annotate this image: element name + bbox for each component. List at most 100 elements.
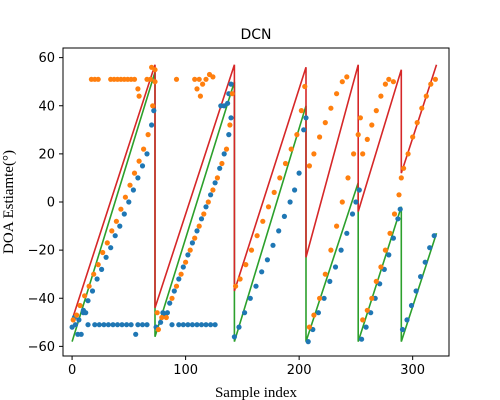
data-point-blue: [247, 295, 253, 301]
plot-area-frame: [62, 47, 450, 357]
data-point-orange: [369, 122, 375, 128]
data-point-blue: [431, 233, 437, 239]
data-point-blue: [321, 295, 327, 301]
data-point-orange: [390, 79, 396, 85]
data-point-orange: [205, 199, 211, 205]
data-point-orange: [414, 120, 420, 126]
data-point-blue: [236, 324, 242, 330]
data-point-orange: [428, 81, 434, 87]
data-point-blue: [83, 310, 89, 316]
data-point-orange: [254, 233, 260, 239]
data-point-blue: [128, 322, 134, 328]
data-point-blue: [212, 180, 218, 186]
data-point-blue: [158, 319, 164, 325]
data-point-orange: [74, 312, 80, 318]
data-point-blue: [101, 322, 107, 328]
data-point-blue: [353, 199, 359, 205]
data-point-blue: [180, 264, 186, 270]
data-point-orange: [282, 160, 289, 167]
data-point-blue: [203, 204, 209, 210]
data-point-orange: [369, 295, 375, 301]
data-point-blue: [189, 322, 195, 328]
data-point-blue: [208, 192, 214, 198]
data-point-blue: [185, 252, 191, 258]
data-point-orange: [173, 283, 180, 289]
data-point-orange: [378, 93, 384, 99]
data-point-blue: [327, 278, 333, 284]
data-point-orange: [373, 108, 379, 114]
data-point-blue: [228, 115, 234, 121]
data-point-orange: [334, 91, 340, 97]
data-point-orange: [147, 76, 153, 82]
data-point-orange: [192, 76, 198, 82]
data-point-orange: [419, 105, 425, 111]
data-point-blue: [212, 322, 218, 328]
data-point-orange: [302, 83, 308, 90]
data-point-orange: [196, 76, 202, 82]
data-point-blue: [315, 310, 321, 316]
data-point-blue: [332, 264, 339, 270]
data-point-blue: [72, 322, 79, 328]
data-point-blue: [124, 322, 130, 328]
data-point-orange: [196, 223, 202, 229]
data-point-blue: [194, 228, 200, 234]
series-line-red: [71, 64, 438, 321]
data-point-orange: [248, 247, 255, 253]
data-point-orange: [210, 187, 216, 193]
data-point-blue: [356, 187, 362, 193]
data-point-blue: [85, 298, 91, 304]
data-point-orange: [360, 151, 366, 157]
data-point-orange: [344, 74, 350, 80]
data-point-orange: [271, 189, 277, 195]
data-point-blue: [144, 322, 150, 328]
data-point-orange: [187, 247, 193, 253]
data-point-orange: [357, 115, 363, 121]
data-point-orange: [317, 295, 323, 301]
data-point-orange: [410, 134, 416, 140]
data-point-blue: [151, 108, 157, 114]
y-axis: −60 −40 −20 0 20 40 60: [28, 51, 63, 355]
data-point-orange: [150, 103, 156, 109]
data-point-blue: [185, 322, 191, 328]
data-point-orange: [396, 192, 402, 198]
data-point-blue: [194, 322, 200, 328]
y-tick-label: 60: [38, 51, 55, 66]
data-point-orange: [183, 259, 189, 265]
data-point-blue: [171, 288, 177, 294]
data-point-blue: [305, 339, 311, 345]
data-point-blue: [338, 247, 344, 253]
data-point-orange: [322, 271, 328, 277]
data-point-orange: [100, 249, 106, 256]
chart-title: DCN: [240, 27, 271, 43]
data-point-blue: [408, 302, 415, 309]
data-point-orange: [178, 271, 184, 277]
data-point-blue: [427, 245, 433, 251]
data-point-orange: [355, 132, 361, 138]
data-point-orange: [152, 79, 158, 85]
data-point-blue: [139, 163, 146, 169]
data-point-orange: [219, 160, 225, 167]
x-axis-label: Sample index: [215, 385, 298, 400]
data-point-orange: [322, 120, 328, 126]
data-point-orange: [169, 295, 175, 301]
data-point-blue: [198, 322, 205, 328]
data-point-orange: [194, 86, 200, 92]
data-point-blue: [399, 326, 406, 333]
data-point-orange: [229, 91, 235, 97]
data-point-orange: [155, 326, 161, 333]
data-point-blue: [126, 199, 132, 205]
data-point-blue: [390, 235, 396, 241]
data-point-blue: [296, 170, 302, 176]
data-point-blue: [270, 242, 276, 248]
data-point-blue: [149, 122, 155, 128]
data-point-blue: [103, 254, 109, 260]
x-tick-label: 200: [287, 363, 312, 378]
data-point-orange: [243, 262, 249, 268]
data-point-blue: [164, 310, 170, 316]
data-point-orange: [386, 76, 392, 82]
data-point-blue: [276, 228, 282, 234]
data-point-blue: [167, 300, 173, 306]
data-point-blue: [135, 322, 141, 328]
data-point-blue: [176, 322, 182, 328]
data-point-orange: [328, 105, 334, 111]
